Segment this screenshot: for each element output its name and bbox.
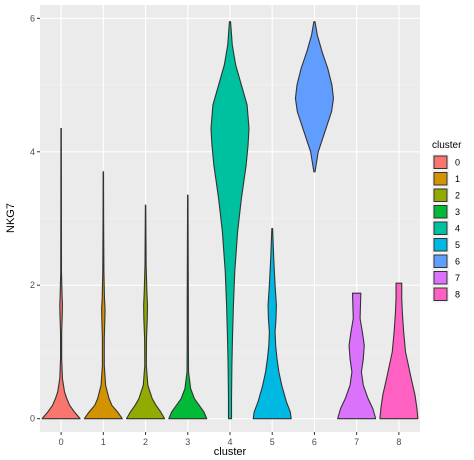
x-tick-label: 3 [185,437,190,447]
legend-title: cluster [432,140,462,151]
x-tick-label: 7 [354,437,359,447]
axis-ticks: 0 2 4 6 0 1 2 3 4 5 6 7 8 [30,13,401,447]
x-tick-label: 4 [227,437,232,447]
legend-label: 2 [455,190,460,200]
x-tick-label: 5 [270,437,275,447]
x-tick-label: 0 [59,437,64,447]
y-tick-label: 4 [30,147,35,157]
legend-swatch [433,238,448,252]
legend-label: 4 [455,223,460,233]
violin-cluster-2 [126,204,166,420]
legend-label: 1 [455,174,460,184]
y-tick-label: 0 [30,414,35,424]
legend: cluster 0 1 2 3 4 5 6 7 8 [432,140,462,303]
violin-cluster-3 [168,194,208,420]
legend-swatch [433,155,448,169]
y-tick-label: 6 [30,13,35,23]
violins [41,21,419,420]
legend-swatch [433,188,448,202]
legend-label: 3 [455,207,460,217]
violin-cluster-6 [294,21,334,173]
legend-swatch [433,205,448,219]
legend-swatch [433,287,448,301]
x-tick-label: 8 [396,437,401,447]
legend-label: 8 [455,289,460,299]
violin-cluster-5 [252,227,292,420]
x-tick-label: 1 [101,437,106,447]
legend-swatch [433,271,448,285]
x-tick-label: 2 [143,437,148,447]
violin-cluster-4 [210,21,250,420]
legend-label: 6 [455,256,460,266]
violin-cluster-8 [379,282,419,420]
x-tick-label: 6 [312,437,317,447]
y-axis-title: NKG7 [5,203,17,233]
x-axis-title: cluster [214,446,247,458]
legend-swatch [433,254,448,268]
legend-swatch [433,221,448,235]
violin-cluster-1 [83,171,123,420]
legend-label: 5 [455,240,460,250]
legend-label: 7 [455,273,460,283]
violin-cluster-7 [337,292,377,420]
legend-swatch [433,172,448,186]
y-tick-label: 2 [30,280,35,290]
legend-label: 0 [455,157,460,167]
violin-cluster-0 [41,127,81,420]
